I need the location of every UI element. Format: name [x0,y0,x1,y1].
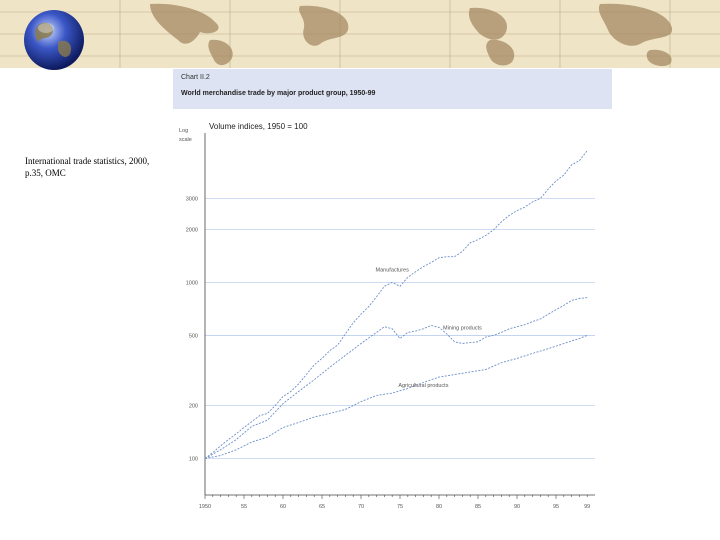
world-map-illustration [0,0,720,68]
y-tick-label: 200 [189,403,198,409]
source-note: International trade statistics, 2000, p.… [25,156,150,178]
series-line-agricultural-products [204,334,588,459]
x-tick-label: 85 [475,504,481,510]
y-tick-label: 3000 [186,196,198,202]
y-axis-label-line2: scale [179,137,192,143]
x-tick-label: 75 [397,504,403,510]
x-tick-label: 99 [584,504,590,510]
globe-icon [24,10,84,70]
grid [205,198,595,459]
axes: 100 200 500 1000 2000 3000 1950 55 60 65 70 75 80 85 9… [186,133,595,510]
series-label: Mining products [443,326,482,332]
chart-number: Chart II.2 [181,74,210,81]
annotations: Manufactures Mining products Agricultural … [376,268,483,389]
y-tick-label: 500 [189,333,198,339]
x-tick-label: 80 [436,504,442,510]
y-tick-label: 2000 [186,227,198,233]
series-label: Manufactures [376,268,410,274]
y-tick-label: 1000 [186,280,198,286]
x-tick-label: 95 [553,504,559,510]
series-line-mining-products [204,297,588,459]
chart-subtitle: Volume indices, 1950 = 100 [209,122,308,131]
x-tick-label: 65 [319,504,325,510]
series-label: Agricultural products [398,383,448,389]
map-banner [0,0,720,68]
series-line-manufactures [204,150,588,459]
y-tick-label: 100 [189,456,198,462]
chart-svg: Log scale Volume indices, 1950 = 100 100… [179,122,595,510]
x-tick-label: 70 [358,504,364,510]
x-tick-label: 1950 [199,504,211,510]
chart-header: Chart II.2 World merchandise trade by ma… [173,69,612,109]
y-axis-label-line1: Log [179,128,188,134]
chart-title: World merchandise trade by major product… [181,90,376,97]
x-tick-label: 60 [280,504,286,510]
x-tick-label: 55 [241,504,247,510]
series-group [204,150,588,459]
x-tick-label: 90 [514,504,520,510]
line-chart: Log scale Volume indices, 1950 = 100 100… [165,115,610,527]
